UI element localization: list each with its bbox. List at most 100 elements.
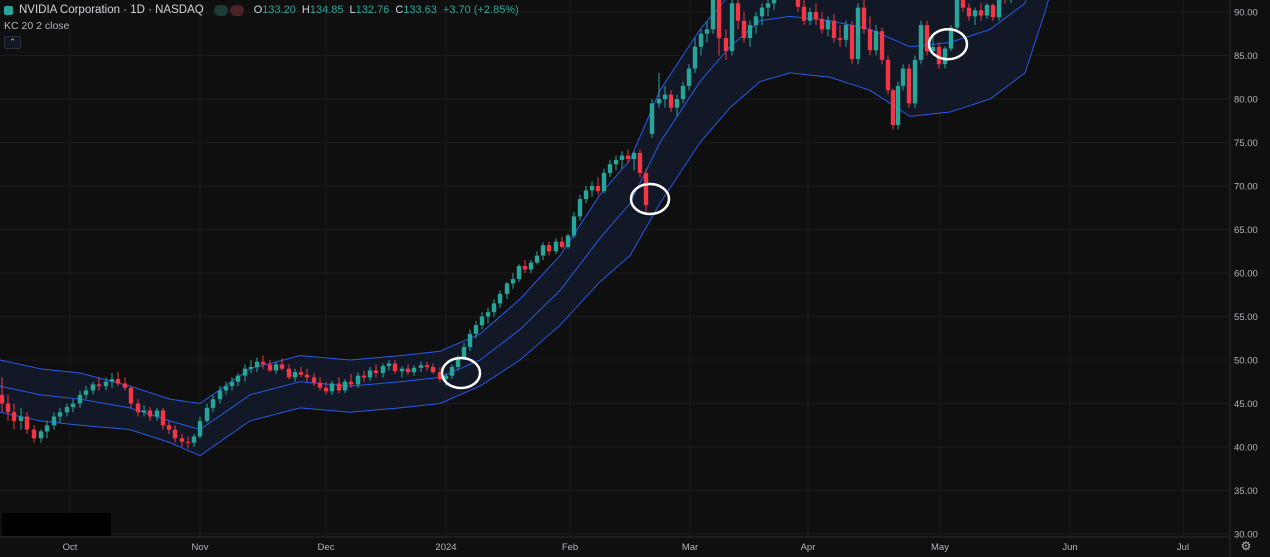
- candle-body: [546, 245, 552, 252]
- candle: [467, 329, 473, 352]
- candle: [885, 55, 891, 95]
- candle-body: [861, 7, 867, 30]
- candle-body: [583, 190, 589, 200]
- candle-body: [491, 303, 497, 313]
- candle-body: [38, 431, 44, 439]
- candle-body: [631, 152, 637, 160]
- candle-body: [643, 172, 649, 206]
- candle: [298, 366, 304, 378]
- candle: [473, 320, 479, 339]
- candle-body: [77, 394, 83, 404]
- candle-body: [147, 410, 153, 417]
- chevron-up-icon[interactable]: ⌃: [4, 36, 21, 49]
- candle: [966, 3, 972, 21]
- annotation-circle: [629, 182, 671, 216]
- candle: [924, 20, 930, 56]
- candle-body: [765, 3, 771, 8]
- candle: [873, 25, 879, 56]
- candles: [0, 0, 1012, 449]
- y-tick-label: 35.00: [1234, 486, 1258, 497]
- symbol-title[interactable]: NVIDIA Corporation · 1D · NASDAQ: [19, 4, 204, 16]
- candle-body: [160, 410, 166, 426]
- candle: [128, 386, 134, 408]
- candle: [31, 425, 37, 443]
- candle-body: [461, 346, 467, 359]
- indicator-label[interactable]: KC 20 2 close: [4, 20, 70, 32]
- candle-body: [692, 46, 698, 69]
- candle: [90, 381, 96, 395]
- candle-body: [704, 29, 710, 34]
- candle: [5, 394, 11, 421]
- candle: [260, 355, 266, 369]
- candle-body: [735, 3, 741, 21]
- candle-body: [386, 363, 392, 367]
- annotation-circle: [440, 356, 482, 390]
- candle-body: [497, 293, 503, 304]
- candle-body: [210, 399, 216, 408]
- candle-body: [619, 155, 625, 160]
- candle-body: [966, 7, 972, 17]
- candle: [516, 264, 522, 282]
- candle: [242, 364, 248, 382]
- candle-body: [361, 375, 367, 378]
- candle-body: [559, 241, 565, 247]
- candle-body: [172, 429, 178, 439]
- close-label: C: [395, 4, 404, 16]
- gear-icon[interactable]: ⚙: [1240, 539, 1252, 553]
- candle-body: [716, 0, 722, 39]
- buy-pill[interactable]: [213, 4, 228, 16]
- candle: [497, 290, 503, 308]
- y-tick-label: 85.00: [1234, 51, 1258, 62]
- x-tick-label: 2024: [435, 542, 456, 553]
- high-value: 134.85: [309, 4, 344, 16]
- legend-buttons: [213, 4, 244, 16]
- candle: [44, 420, 50, 439]
- candle: [522, 259, 528, 273]
- annotation-circle: [927, 27, 969, 61]
- candle: [692, 38, 698, 73]
- y-tick-label: 70.00: [1234, 182, 1258, 193]
- candle: [662, 85, 668, 108]
- candle: [649, 99, 655, 139]
- candle: [849, 20, 855, 65]
- candle: [191, 433, 197, 447]
- candle: [996, 0, 1002, 21]
- y-tick-label: 65.00: [1234, 225, 1258, 236]
- candle-body: [286, 368, 292, 378]
- candle: [418, 361, 424, 373]
- candle: [504, 281, 510, 300]
- keltner-fill: [0, 0, 1049, 456]
- candle-body: [122, 383, 128, 388]
- candle: [918, 20, 924, 65]
- candle-body: [317, 382, 323, 388]
- low-label: L: [349, 4, 356, 16]
- candle-body: [837, 38, 843, 40]
- candle: [96, 377, 102, 391]
- candle: [546, 241, 552, 256]
- candle: [601, 168, 607, 193]
- candle-body: [405, 368, 411, 373]
- y-tick-label: 45.00: [1234, 399, 1258, 410]
- candle-body: [51, 416, 57, 426]
- candle: [430, 363, 436, 374]
- candle: [273, 361, 279, 374]
- sell-pill[interactable]: [229, 4, 244, 16]
- candle-body: [553, 241, 559, 252]
- candle: [571, 212, 577, 239]
- candle: [367, 366, 373, 381]
- candle: [510, 273, 516, 289]
- candle: [565, 233, 571, 249]
- candle-body: [807, 12, 813, 21]
- candle: [595, 177, 601, 195]
- candle: [399, 366, 405, 378]
- candle: [115, 372, 121, 387]
- candle-body: [595, 186, 601, 192]
- keltner-lower-line: [0, 0, 1049, 457]
- candle: [355, 372, 361, 388]
- candle: [197, 416, 203, 439]
- candle: [619, 151, 625, 169]
- candle: [723, 29, 729, 60]
- low-value: 132.76: [355, 4, 390, 16]
- candle-body: [510, 279, 516, 284]
